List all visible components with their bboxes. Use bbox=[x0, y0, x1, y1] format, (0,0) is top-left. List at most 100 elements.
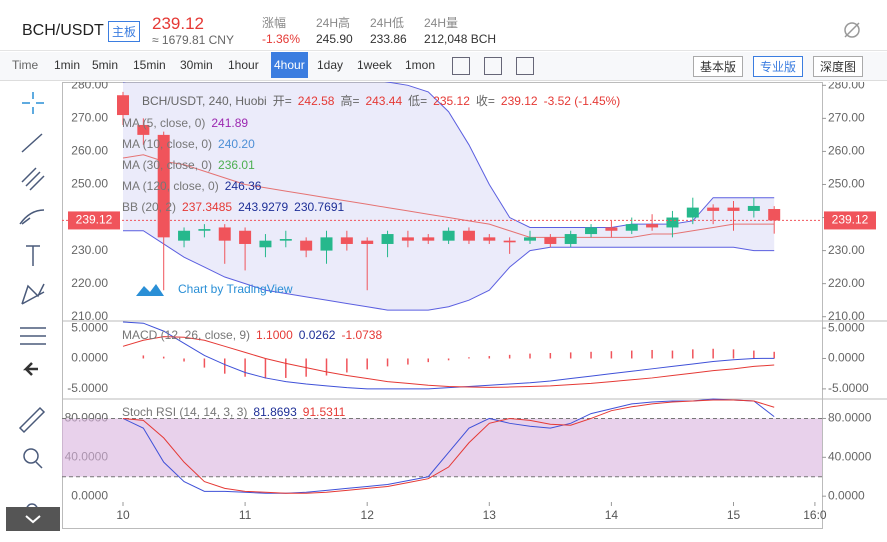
y-tick-label: 230.00 bbox=[71, 243, 108, 257]
candle-body bbox=[544, 237, 557, 244]
interval[interactable]: 5min bbox=[92, 58, 119, 72]
macd-line bbox=[122, 321, 775, 390]
ohlc-label: 开= bbox=[273, 94, 292, 108]
candle-body bbox=[239, 230, 252, 244]
symbol: BCH/USDT bbox=[22, 22, 104, 39]
macd-bar bbox=[224, 358, 226, 374]
interval[interactable]: 15min bbox=[133, 58, 166, 72]
macd-bar bbox=[325, 358, 328, 376]
candle-body bbox=[300, 240, 313, 251]
x-tick-label: 15 bbox=[727, 508, 741, 522]
y-tick-label: 5.0000 bbox=[71, 320, 108, 334]
chart: 280.00 280.00 270.00 270.00 260.00 260.00 250.… bbox=[62, 82, 887, 529]
candle-body bbox=[605, 227, 618, 231]
candle-body bbox=[625, 224, 638, 231]
price-tag bbox=[824, 211, 876, 230]
macd-bar bbox=[529, 353, 531, 359]
indicator-value: 91.5311 bbox=[303, 405, 346, 419]
candle-body bbox=[585, 227, 598, 235]
macd-bar bbox=[732, 349, 735, 359]
x-tick-label: 10 bbox=[116, 508, 130, 522]
interval[interactable]: Time bbox=[12, 58, 39, 72]
settings-icon[interactable] bbox=[842, 20, 862, 40]
ohlc-value: 243.44 bbox=[365, 94, 402, 108]
candle-body bbox=[747, 205, 760, 211]
macd-bar bbox=[386, 358, 389, 367]
x-tick-label: 14 bbox=[605, 508, 619, 522]
candle-body bbox=[462, 230, 475, 241]
candle-body bbox=[524, 237, 536, 241]
indicator-name: MA (5, close, 0) bbox=[122, 116, 205, 130]
candle-body bbox=[157, 134, 170, 238]
price-tag-label: 239.12 bbox=[76, 213, 113, 227]
macd-bar bbox=[285, 358, 287, 378]
indicator-name: MA (30, close, 0) bbox=[122, 158, 212, 172]
y-tick-label: 0.0000 bbox=[828, 488, 865, 502]
y-tick-label: 0.0000 bbox=[71, 351, 108, 365]
tool-button[interactable] bbox=[484, 57, 502, 75]
stat-value: 245.90 bbox=[316, 32, 353, 46]
interval[interactable]: 1min bbox=[54, 58, 81, 72]
ohlc-label: 低= bbox=[408, 94, 427, 108]
indicator-value: 240.20 bbox=[218, 137, 255, 151]
y-tick-label: 270.00 bbox=[71, 111, 108, 125]
tool-button[interactable] bbox=[516, 57, 534, 75]
macd-bar bbox=[203, 358, 206, 368]
macd-bar bbox=[468, 357, 470, 359]
badge[interactable]: 主板 bbox=[108, 21, 141, 42]
candle-body bbox=[666, 217, 679, 228]
indicator-line bbox=[123, 230, 775, 311]
interval[interactable]: 30min bbox=[180, 58, 213, 72]
indicator-value: 1.1000 bbox=[256, 328, 293, 342]
collapse[interactable] bbox=[6, 507, 60, 531]
indicator-value: 246.36 bbox=[225, 179, 262, 193]
candle-body bbox=[483, 237, 496, 241]
interval[interactable]: 1mon bbox=[405, 58, 436, 72]
interval[interactable]: 4hour bbox=[271, 52, 308, 78]
interval[interactable]: 1day bbox=[317, 58, 344, 72]
candle-body bbox=[218, 227, 231, 241]
interval[interactable]: 1week bbox=[357, 58, 392, 72]
candle-body bbox=[137, 124, 150, 135]
y-tick-label: 250.00 bbox=[828, 177, 865, 191]
ohlc-label: 高= bbox=[340, 93, 359, 108]
indicator-line bbox=[122, 154, 775, 238]
indicator-name: BB (20, 2) bbox=[122, 200, 176, 214]
indicator-value: -1.0738 bbox=[341, 328, 382, 342]
indicator-name: MA (10, close, 0) bbox=[122, 137, 212, 151]
y-tick-label: 250.00 bbox=[71, 177, 108, 191]
indicator-value: 0.0262 bbox=[299, 328, 336, 342]
candle-body bbox=[279, 239, 292, 241]
view-button[interactable]: 专业版 bbox=[753, 56, 804, 77]
macd-bar bbox=[183, 358, 185, 362]
y-tick-label: 5.0000 bbox=[828, 320, 865, 334]
interval[interactable]: 1hour bbox=[228, 58, 259, 72]
candle-body bbox=[442, 230, 455, 241]
tool-button[interactable] bbox=[452, 57, 470, 75]
y-tick-label: 280.00 bbox=[828, 82, 865, 91]
watermark: Chart by TradingView bbox=[178, 282, 293, 296]
indicator-name: MACD (12, 26, close, 9) bbox=[122, 328, 250, 342]
candle-body bbox=[340, 237, 353, 244]
view-button[interactable]: 深度图 bbox=[813, 56, 864, 77]
side-toolbar bbox=[6, 92, 60, 531]
legend-title: BCH/USDT, 240, Huobi bbox=[142, 94, 267, 108]
stoch-line bbox=[122, 399, 775, 494]
indicator-line bbox=[123, 82, 775, 228]
watermark-logo bbox=[136, 284, 164, 296]
y-tick-label: -5.0000 bbox=[67, 381, 108, 395]
ohlc-value: 239.12 bbox=[501, 94, 538, 108]
candle-body bbox=[768, 208, 781, 221]
macd-bar bbox=[407, 358, 409, 365]
x-tick-label: 12 bbox=[361, 508, 375, 522]
view-button[interactable]: 基本版 bbox=[693, 56, 744, 77]
candle-body bbox=[259, 240, 272, 248]
candle-body bbox=[117, 95, 129, 116]
y-tick-label: 210.00 bbox=[71, 309, 108, 323]
stat-value: -1.36% bbox=[262, 32, 301, 46]
indicator-value: 241.89 bbox=[211, 116, 248, 130]
candle-body bbox=[646, 224, 659, 228]
candle-body bbox=[178, 230, 191, 241]
price-tag-label: 239.12 bbox=[832, 213, 869, 227]
